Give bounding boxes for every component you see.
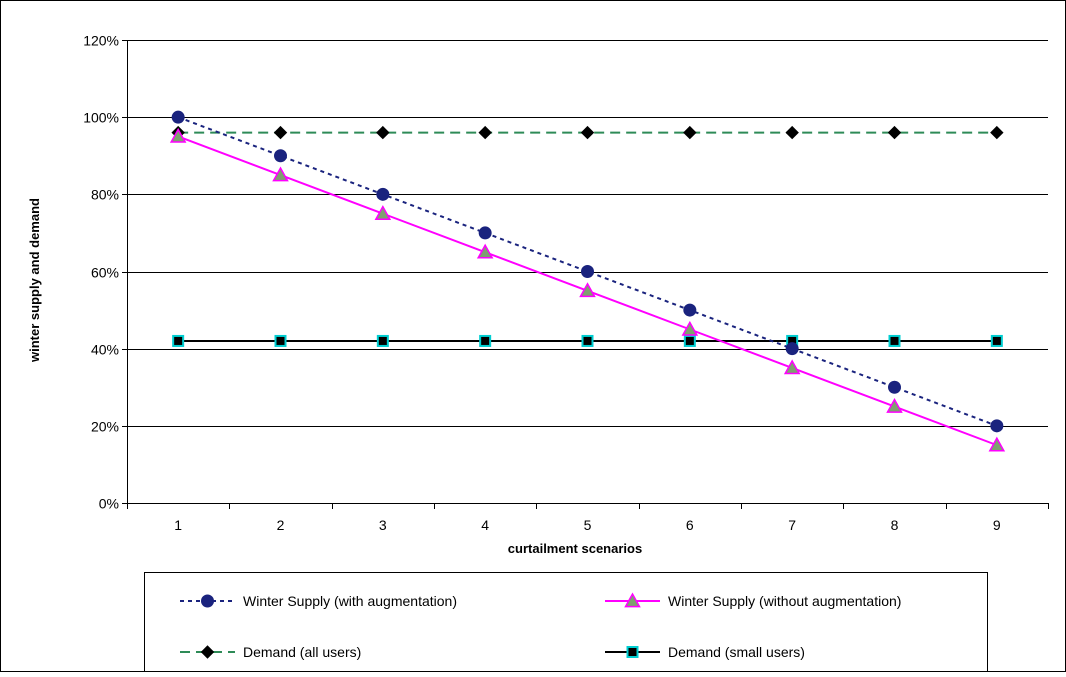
data-point bbox=[581, 334, 594, 347]
y-tick-label: 80% bbox=[91, 187, 119, 203]
data-point bbox=[172, 334, 185, 347]
x-tick-label: 4 bbox=[481, 517, 489, 533]
data-point bbox=[683, 334, 696, 347]
data-point bbox=[580, 125, 595, 140]
y-tick-label: 120% bbox=[83, 33, 119, 49]
x-tick-label: 6 bbox=[686, 517, 694, 533]
x-axis-ticks: 1 2 3 4 5 6 7 8 9 bbox=[127, 503, 1049, 533]
legend-label: Winter Supply (without augmentation) bbox=[668, 593, 901, 609]
y-axis-label: winter supply and demand bbox=[27, 198, 42, 363]
legend-marker bbox=[201, 594, 214, 608]
y-tick-label: 100% bbox=[83, 110, 119, 126]
y-tick-label: 0% bbox=[99, 496, 119, 512]
data-point bbox=[376, 187, 390, 201]
data-point bbox=[888, 334, 901, 347]
data-point bbox=[579, 282, 596, 298]
x-tick-label: 5 bbox=[584, 517, 592, 533]
data-point bbox=[886, 397, 903, 413]
legend-marker bbox=[200, 645, 215, 659]
data-point bbox=[683, 125, 697, 140]
data-point bbox=[376, 334, 389, 347]
legend-entry: Demand (all users) bbox=[180, 644, 361, 660]
x-tick-label: 8 bbox=[891, 517, 899, 533]
data-point bbox=[479, 334, 492, 347]
series-line bbox=[177, 116, 998, 427]
data-point bbox=[887, 125, 902, 140]
series-2 bbox=[171, 125, 1004, 140]
x-tick-label: 1 bbox=[174, 517, 182, 533]
legend-marker bbox=[626, 646, 639, 658]
plot-area bbox=[127, 40, 1048, 504]
data-point bbox=[990, 125, 1004, 140]
data-point bbox=[171, 110, 185, 124]
data-point bbox=[273, 125, 288, 140]
x-tick-label: 9 bbox=[993, 517, 1001, 533]
legend-label: Demand (all users) bbox=[243, 644, 361, 660]
data-point bbox=[681, 320, 699, 336]
data-point bbox=[683, 303, 697, 317]
legend-label: Winter Supply (with augmentation) bbox=[243, 593, 457, 609]
data-point bbox=[785, 342, 799, 356]
y-tick-label: 60% bbox=[91, 265, 119, 281]
data-point bbox=[376, 125, 390, 140]
data-point bbox=[785, 125, 799, 140]
x-tick-label: 7 bbox=[788, 517, 796, 533]
legend: Winter Supply (with augmentation) Winter … bbox=[144, 572, 988, 672]
data-point bbox=[988, 436, 1006, 452]
series-0 bbox=[171, 110, 1004, 433]
x-tick-label: 2 bbox=[277, 517, 285, 533]
series-3 bbox=[172, 334, 1003, 347]
data-point bbox=[478, 125, 492, 140]
legend-entry: Demand (small users) bbox=[605, 644, 805, 660]
data-point bbox=[581, 265, 594, 278]
legend-entry: Winter Supply (without augmentation) bbox=[605, 592, 901, 609]
legend-marker bbox=[624, 592, 641, 608]
data-point bbox=[783, 359, 801, 375]
data-point bbox=[274, 334, 287, 347]
x-tick-label: 3 bbox=[379, 517, 387, 533]
data-point bbox=[169, 127, 187, 143]
data-point bbox=[476, 243, 494, 259]
legend-entry: Winter Supply (with augmentation) bbox=[180, 593, 457, 609]
data-point bbox=[990, 334, 1003, 347]
data-point bbox=[478, 226, 492, 240]
x-axis-label: curtailment scenarios bbox=[508, 541, 642, 556]
data-point bbox=[990, 419, 1004, 433]
data-point bbox=[374, 205, 392, 220]
series-layer bbox=[169, 110, 1006, 452]
y-tick-label: 20% bbox=[91, 419, 119, 435]
legend-label: Demand (small users) bbox=[668, 644, 805, 660]
series-1 bbox=[169, 127, 1006, 452]
data-point bbox=[888, 380, 901, 394]
legend-box bbox=[144, 572, 988, 672]
y-axis-ticks: 0% 20% 40% 60% 80% 100% 120% bbox=[83, 33, 127, 512]
data-point bbox=[272, 166, 289, 182]
data-point bbox=[274, 149, 287, 163]
y-tick-label: 40% bbox=[91, 342, 119, 358]
